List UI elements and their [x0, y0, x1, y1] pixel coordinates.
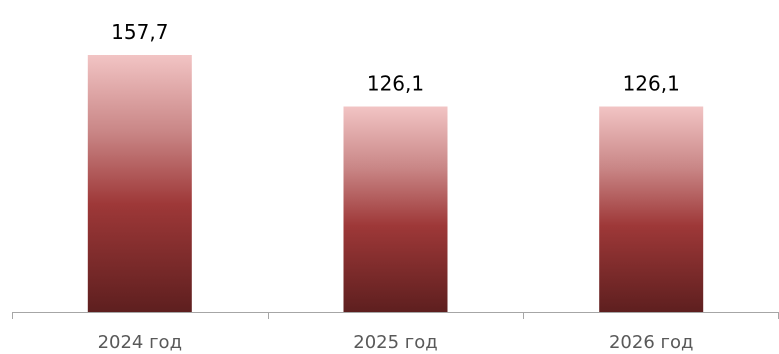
- x-tick-label: 2024 год: [98, 332, 182, 353]
- data-label: 157,7: [111, 20, 168, 44]
- bar: [87, 55, 192, 312]
- bar: [343, 106, 448, 312]
- x-tick-label: 2025 год: [353, 332, 437, 353]
- bars-group: [87, 55, 704, 312]
- value-labels-group: 157,7 126,1 126,1: [111, 20, 680, 96]
- bar: [599, 106, 704, 312]
- data-label: 126,1: [623, 72, 680, 96]
- data-label: 126,1: [367, 72, 424, 96]
- x-tick-label: 2026 год: [609, 332, 693, 353]
- x-axis: 2024 год 2025 год 2026 год: [12, 312, 779, 353]
